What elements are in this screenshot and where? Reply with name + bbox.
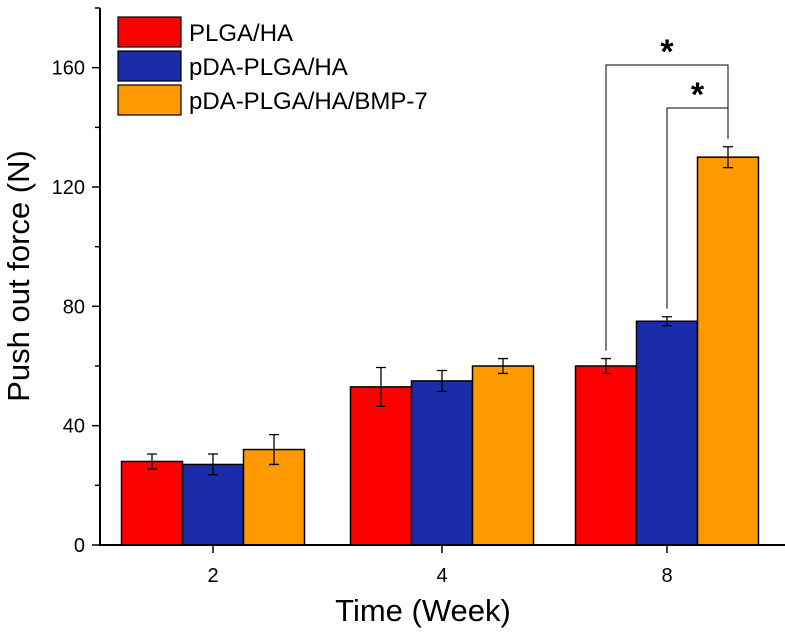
legend-label-1: pDA-PLGA/HA bbox=[189, 54, 348, 81]
error-bar-0-2 bbox=[601, 357, 611, 375]
legend-label-0: PLGA/HA bbox=[189, 20, 293, 47]
bars-layer bbox=[120, 156, 760, 546]
y-tick-label: 160 bbox=[52, 58, 85, 80]
y-tick-label: 80 bbox=[63, 296, 85, 318]
y-tick-label: 120 bbox=[52, 177, 85, 199]
bar-plga-ha-week-2 bbox=[120, 460, 184, 546]
error-bar-0-0 bbox=[147, 453, 157, 470]
error-bar-0-1 bbox=[376, 366, 386, 407]
bar-plga-ha-week-8 bbox=[574, 365, 638, 546]
error-bar-1-1 bbox=[437, 369, 447, 393]
significance-star: * bbox=[660, 33, 674, 71]
bar-pda-plga-ha-week-4 bbox=[410, 380, 474, 546]
error-bar-2-2 bbox=[723, 146, 733, 169]
y-tick-label: 0 bbox=[74, 535, 85, 557]
error-bars-layer bbox=[147, 146, 733, 476]
significance-star: * bbox=[691, 76, 705, 114]
error-bar-1-2 bbox=[662, 316, 672, 327]
error-bar-2-0 bbox=[269, 433, 279, 466]
error-bar-1-0 bbox=[208, 453, 218, 476]
x-tick-label: 2 bbox=[207, 565, 218, 587]
y-axis-title: Push out force (N) bbox=[1, 150, 36, 402]
bar-pda-plga-ha-week-8 bbox=[635, 320, 699, 546]
x-axis-title: Time (Week) bbox=[335, 593, 511, 628]
significance-bracket bbox=[605, 64, 729, 351]
bar-plga-ha-week-4 bbox=[349, 386, 413, 546]
legend: PLGA/HA pDA-PLGA/HA pDA-PLGA/HA/BMP-7 bbox=[117, 16, 428, 116]
legend-label-2: pDA-PLGA/HA/BMP-7 bbox=[189, 88, 428, 115]
legend-swatch-0 bbox=[117, 16, 182, 48]
x-tick-label: 8 bbox=[661, 565, 672, 587]
bar-pda-plga-ha-bmp-7-week-8 bbox=[696, 156, 760, 546]
y-tick-label: 40 bbox=[63, 416, 85, 438]
significance-bracket bbox=[666, 107, 729, 309]
legend-swatch-2 bbox=[117, 84, 182, 116]
bar-pda-plga-ha-bmp-7-week-4 bbox=[471, 365, 535, 546]
bar-pda-plga-ha-week-2 bbox=[181, 463, 245, 546]
bar-pda-plga-ha-bmp-7-week-2 bbox=[242, 448, 306, 546]
significance-layer: ** bbox=[605, 33, 729, 351]
x-tick-label: 4 bbox=[436, 565, 447, 587]
legend-swatch-1 bbox=[117, 50, 182, 82]
error-bar-2-1 bbox=[498, 357, 508, 375]
